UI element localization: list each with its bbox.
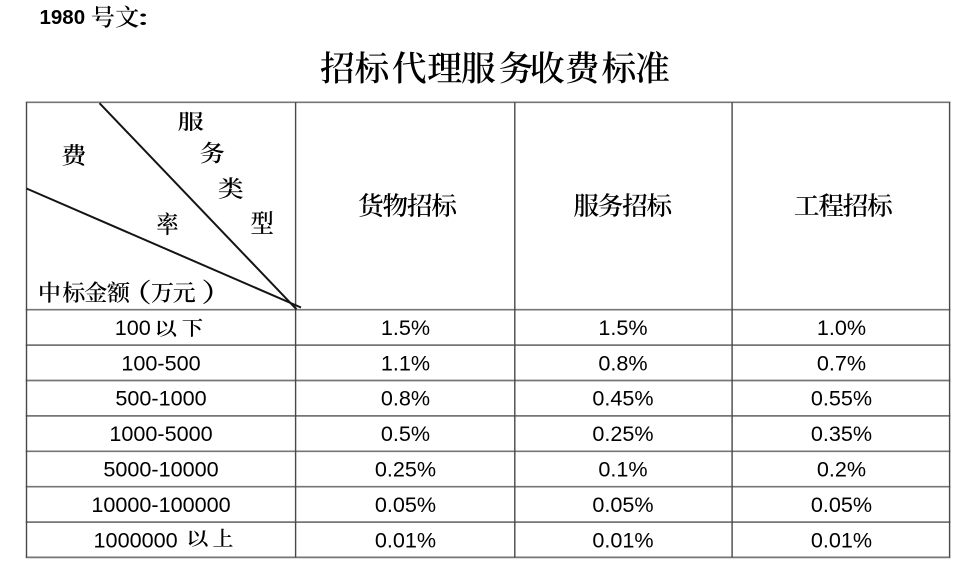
svg-text:0.5%: 0.5%	[381, 421, 430, 446]
svg-text:0.01%: 0.01%	[592, 527, 653, 552]
svg-text:0.01%: 0.01%	[375, 527, 436, 552]
svg-text:0.2%: 0.2%	[817, 457, 866, 482]
svg-text:0.8%: 0.8%	[598, 350, 647, 375]
svg-text:100-500: 100-500	[121, 350, 200, 375]
svg-text:0.25%: 0.25%	[375, 457, 436, 482]
svg-text:0.1%: 0.1%	[598, 457, 647, 482]
svg-text:0.45%: 0.45%	[592, 386, 653, 411]
svg-text:0.25%: 0.25%	[592, 421, 653, 446]
svg-text:0.8%: 0.8%	[381, 386, 430, 411]
svg-text:0.05%: 0.05%	[811, 492, 872, 517]
svg-text:1000000: 1000000	[94, 527, 178, 552]
svg-text:0.7%: 0.7%	[817, 350, 866, 375]
svg-text:100: 100	[115, 315, 151, 340]
svg-text:0.05%: 0.05%	[375, 492, 436, 517]
svg-text:0.01%: 0.01%	[811, 527, 872, 552]
svg-text:0.35%: 0.35%	[811, 421, 872, 446]
svg-text:10000-100000: 10000-100000	[91, 492, 230, 517]
svg-text:5000-10000: 5000-10000	[103, 457, 218, 482]
svg-text:1980: 1980	[40, 6, 86, 29]
svg-text:1.0%: 1.0%	[817, 315, 866, 340]
svg-text:1.5%: 1.5%	[598, 315, 647, 340]
svg-text:0.05%: 0.05%	[592, 492, 653, 517]
svg-text:1000-5000: 1000-5000	[109, 421, 212, 446]
svg-text:1.1%: 1.1%	[381, 350, 430, 375]
svg-text:0.55%: 0.55%	[811, 386, 872, 411]
svg-text:1.5%: 1.5%	[381, 315, 430, 340]
svg-text:500-1000: 500-1000	[115, 386, 206, 411]
